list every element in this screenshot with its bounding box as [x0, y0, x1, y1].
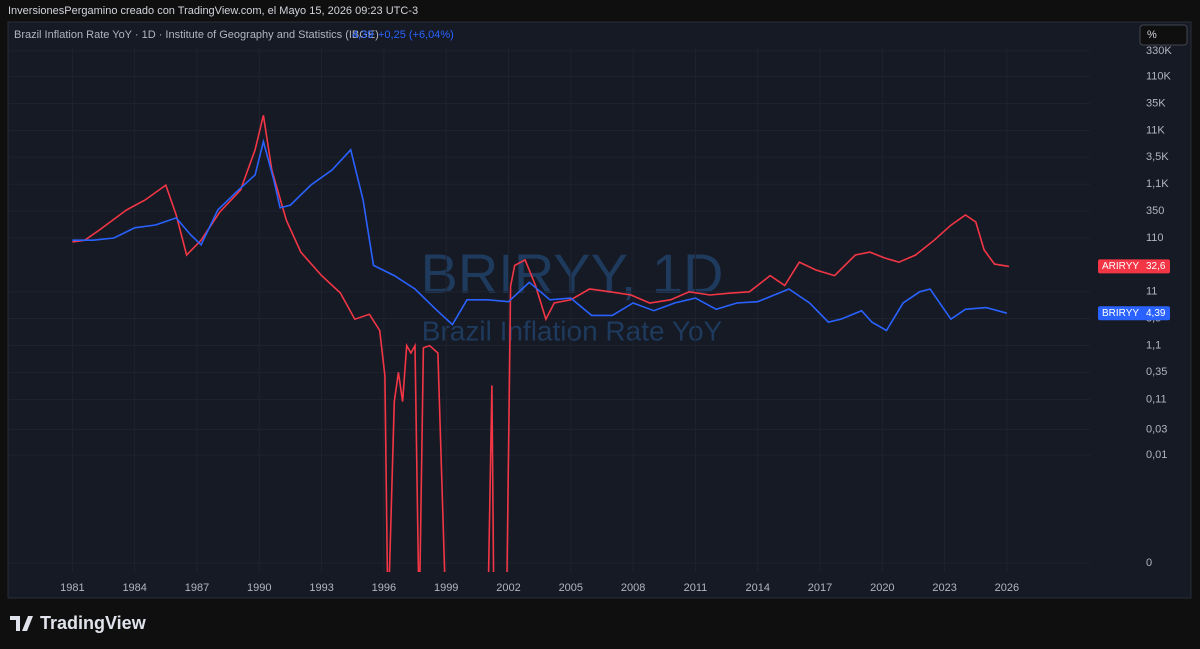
x-tick-label: 1981: [60, 582, 84, 594]
y-tick-label: 0,01: [1146, 449, 1167, 461]
y-tick-label: 350: [1146, 205, 1164, 217]
y-tick-label: 1,1: [1146, 339, 1161, 351]
legend-title: Brazil Inflation Rate YoY · 1D · Institu…: [14, 29, 379, 41]
x-tick-label: 1993: [309, 582, 333, 594]
x-tick-label: 2023: [932, 582, 956, 594]
y-tick-label: 330K: [1146, 45, 1172, 57]
price-tag: [1098, 259, 1170, 274]
x-tick-label: 1990: [247, 582, 271, 594]
x-tick-label: 2026: [995, 582, 1019, 594]
watermark-name: Brazil Inflation Rate YoY: [422, 315, 723, 346]
x-tick-label: 1984: [122, 582, 146, 594]
y-tick-label: 35K: [1146, 97, 1166, 109]
y-tick-label: 1,1K: [1146, 178, 1169, 190]
y-tick-label: 0: [1146, 557, 1152, 569]
x-tick-label: 1996: [372, 582, 396, 594]
x-tick-label: 2014: [745, 582, 769, 594]
price-tag: [1098, 306, 1170, 321]
brand: TradingView: [40, 613, 147, 633]
x-tick-label: 2011: [684, 582, 708, 594]
y-tick-label: 110: [1146, 232, 1164, 244]
x-tick-label: 2020: [870, 582, 894, 594]
y-tick-label: 0,03: [1146, 424, 1167, 436]
y-tick-label: 0,11: [1146, 393, 1167, 405]
x-tick-label: 1999: [434, 582, 458, 594]
unit-button-label[interactable]: %: [1147, 29, 1157, 41]
y-tick-label: 110K: [1146, 70, 1172, 82]
y-tick-label: 0,35: [1146, 366, 1167, 378]
y-tick-label: 3,5K: [1146, 151, 1169, 163]
legend-change: +0,25 (+6,04%): [378, 29, 454, 41]
legend-last: 4,39: [352, 29, 373, 41]
x-tick-label: 2005: [559, 582, 583, 594]
x-tick-label: 1987: [185, 582, 209, 594]
watermark-symbol: BRIRYY, 1D: [421, 242, 724, 305]
pane: [7, 21, 1192, 599]
series-line: [72, 115, 1010, 572]
x-tick-label: 2008: [621, 582, 645, 594]
price-tag-name: ARIRYY: [1102, 261, 1139, 272]
price-tag-value: 4,39: [1146, 308, 1166, 319]
logo-mark: [10, 616, 33, 631]
x-tick-label: 2002: [496, 582, 520, 594]
y-tick-label: 11: [1146, 286, 1157, 298]
y-tick-label: 11K: [1146, 124, 1165, 136]
price-tag-name: BRIRYY: [1102, 308, 1139, 319]
series-line: [72, 138, 1008, 332]
price-tag-value: 32,6: [1146, 261, 1166, 272]
unit-button[interactable]: [1139, 24, 1188, 46]
caption: InversionesPergamino creado con TradingV…: [8, 5, 418, 17]
plot: [72, 115, 1010, 572]
x-tick-label: 2017: [808, 582, 832, 594]
logo: TradingView: [10, 613, 147, 633]
